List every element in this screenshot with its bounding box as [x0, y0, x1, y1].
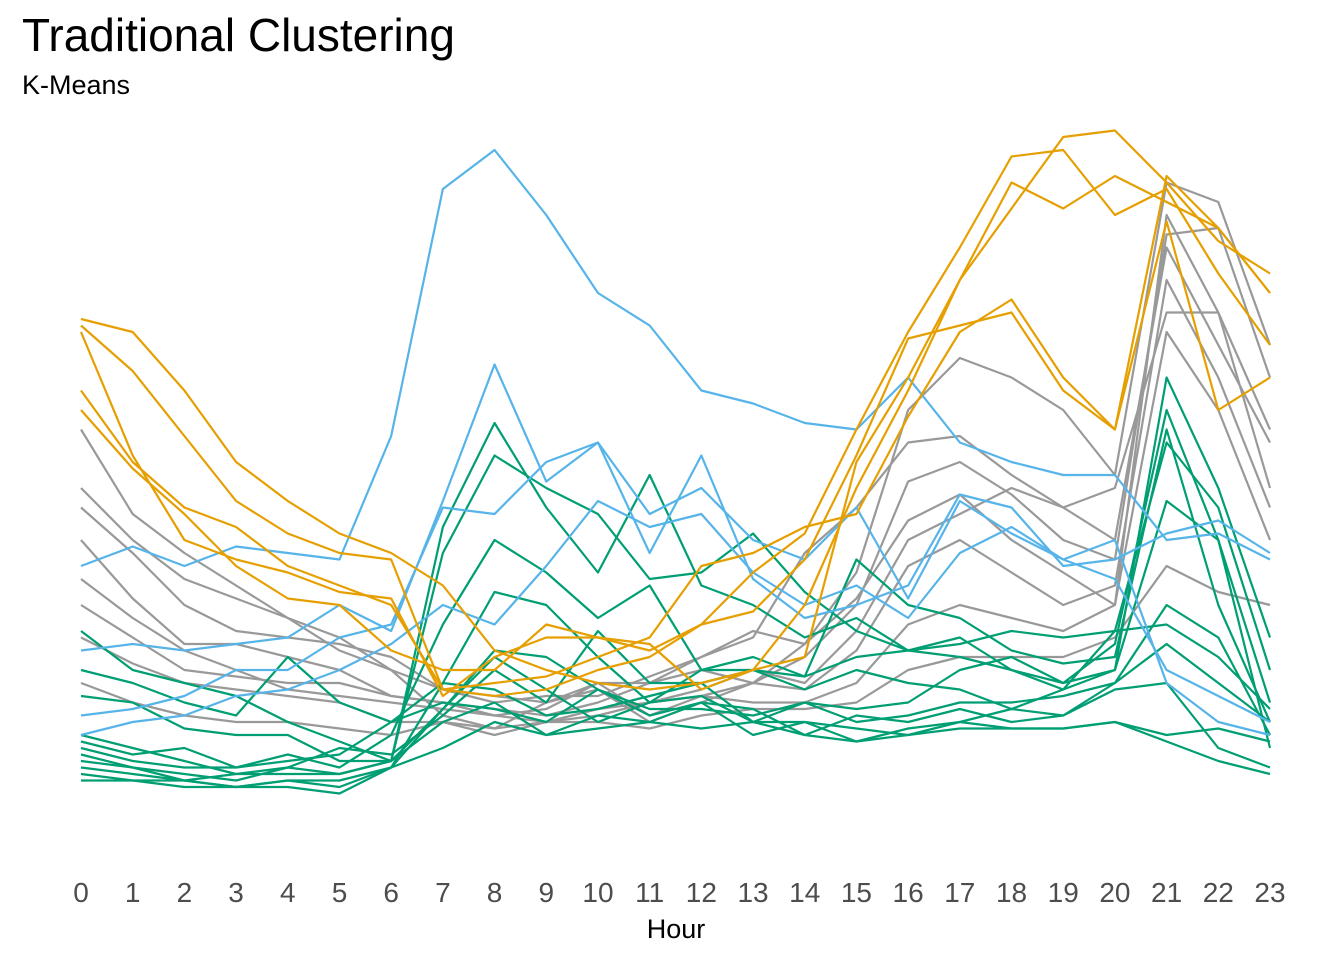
x-tick-label: 18 — [996, 877, 1027, 908]
x-tick-label: 8 — [487, 877, 503, 908]
series-line-green-17 — [81, 720, 1271, 789]
series-line-blue-20 — [80, 363, 1271, 652]
series-line-blue-21 — [80, 441, 1271, 723]
chart-title: Traditional Clustering — [22, 9, 455, 61]
x-tick-label: 3 — [228, 877, 244, 908]
x-axis-ticks: 0 1 2 3 4 5 6 7 8 9 10 11 12 13 14 15 16 17 18 19 20 21 22 23 — [73, 877, 1285, 908]
x-tick-label: 16 — [893, 877, 924, 908]
x-tick-label: 10 — [582, 877, 613, 908]
series-lines — [79, 129, 1272, 795]
x-tick-label: 9 — [538, 877, 554, 908]
x-tick-label: 11 — [635, 877, 664, 908]
series-line-green-9 — [80, 441, 1272, 763]
series-line-orange-25 — [80, 174, 1271, 691]
series-line-grey-0 — [80, 181, 1272, 730]
x-tick-label: 0 — [73, 877, 89, 908]
series-line-green-14 — [80, 701, 1271, 782]
series-line-orange-24 — [80, 148, 1271, 698]
series-line-grey-5 — [80, 278, 1272, 717]
x-tick-label: 21 — [1151, 877, 1182, 908]
series-line-orange-23 — [80, 174, 1271, 691]
x-tick-label: 5 — [332, 877, 348, 908]
x-tick-label: 2 — [177, 877, 193, 908]
x-tick-label: 23 — [1254, 877, 1285, 908]
series-line-grey-4 — [80, 311, 1272, 724]
x-tick-label: 19 — [1048, 877, 1079, 908]
x-tick-label: 7 — [435, 877, 451, 908]
series-line-green-12 — [80, 408, 1272, 776]
series-line-green-10 — [80, 428, 1272, 769]
x-tick-label: 22 — [1203, 877, 1234, 908]
series-line-blue-19 — [80, 148, 1271, 568]
series-line-grey-3 — [80, 213, 1272, 717]
chart-subtitle: K-Means — [22, 70, 131, 100]
x-tick-label: 17 — [944, 877, 975, 908]
x-tick-label: 6 — [383, 877, 399, 908]
series-line-grey-7 — [80, 564, 1271, 737]
series-line-blue-22 — [80, 499, 1271, 737]
x-tick-label: 13 — [737, 877, 768, 908]
series-line-green-18 — [80, 642, 1271, 782]
x-tick-label: 1 — [125, 877, 141, 908]
series-line-orange-27 — [79, 220, 1271, 698]
x-tick-label: 20 — [1099, 877, 1130, 908]
x-axis-label: Hour — [647, 914, 706, 944]
x-tick-label: 12 — [686, 877, 717, 908]
series-line-orange-26 — [80, 129, 1271, 691]
x-tick-label: 4 — [280, 877, 296, 908]
series-line-green-15 — [80, 623, 1271, 724]
x-tick-label: 15 — [841, 877, 872, 908]
x-tick-label: 14 — [789, 877, 820, 908]
